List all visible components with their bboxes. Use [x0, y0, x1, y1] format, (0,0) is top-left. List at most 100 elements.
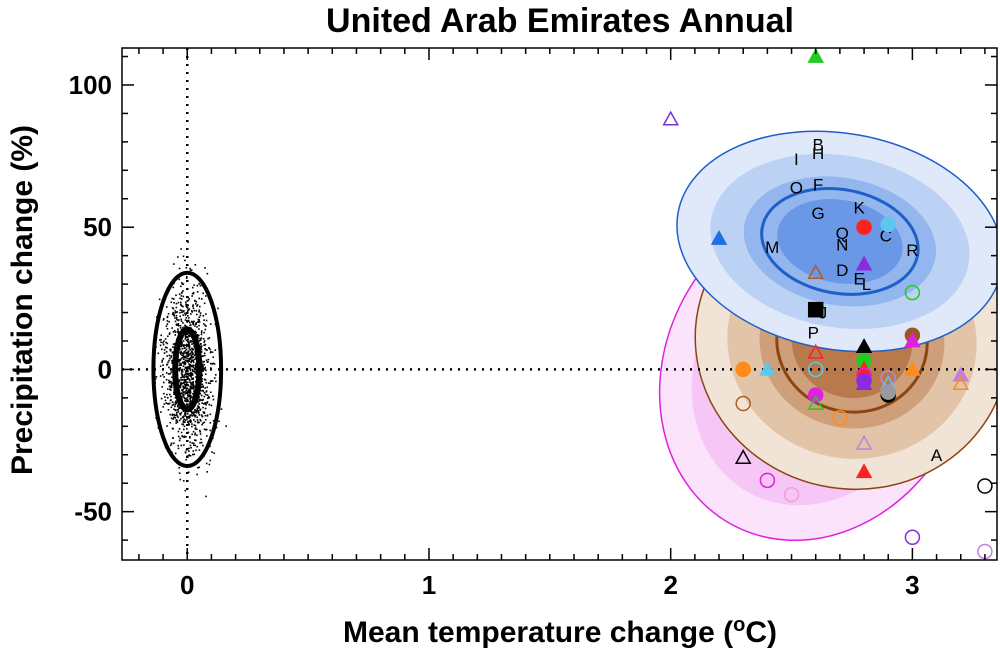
noise-point [170, 386, 173, 389]
model-point-circle [880, 384, 896, 400]
noise-point [196, 407, 198, 410]
noise-point [192, 430, 195, 433]
noise-point [204, 393, 207, 396]
noise-point [210, 404, 213, 407]
noise-point [180, 285, 182, 288]
noise-point [190, 414, 192, 416]
noise-point [157, 352, 160, 355]
noise-point [198, 334, 200, 337]
plot-area [658, 130, 997, 542]
noise-point [198, 466, 201, 469]
noise-point [198, 309, 201, 312]
noise-point [209, 429, 212, 432]
noise-point [206, 386, 208, 389]
noise-point [179, 348, 181, 351]
noise-point [182, 305, 184, 308]
noise-point [194, 364, 197, 366]
noise-point [195, 300, 198, 303]
noise-point [173, 393, 175, 396]
model-point-circle [807, 361, 824, 378]
noise-point [186, 387, 189, 390]
noise-point [203, 360, 205, 363]
noise-point [187, 345, 190, 348]
noise-point [201, 383, 204, 386]
noise-point [194, 424, 197, 427]
noise-point [181, 370, 184, 373]
noise-point [171, 297, 174, 300]
noise-point [214, 349, 217, 351]
noise-point [173, 263, 175, 265]
noise-point [174, 334, 177, 336]
noise-point [167, 409, 170, 411]
noise-point [184, 334, 187, 337]
noise-point [171, 382, 174, 385]
noise-point [170, 301, 173, 304]
noise-point [183, 380, 186, 382]
noise-point [186, 412, 189, 415]
noise-point [204, 267, 206, 269]
noise-point [187, 241, 189, 243]
noise-point [204, 313, 207, 315]
blue-ellipse-outline [676, 130, 997, 353]
noise-point [160, 334, 162, 337]
noise-point [165, 378, 168, 381]
noise-point [190, 376, 193, 378]
noise-point [170, 348, 172, 351]
noise-point [172, 307, 175, 310]
noise-point [180, 411, 183, 414]
noise-point [190, 420, 192, 423]
noise-point [172, 351, 174, 353]
noise-point [185, 449, 188, 451]
noise-point [185, 316, 188, 319]
noise-point [165, 325, 168, 327]
noise-point [160, 397, 163, 400]
plot-frame [121, 47, 998, 561]
noise-point [187, 471, 190, 474]
model-point-triangle [855, 463, 873, 479]
axis-ticks [122, 48, 997, 560]
noise-point [179, 367, 182, 369]
noise-point [192, 418, 195, 421]
noise-point [182, 311, 184, 313]
noise-point [181, 344, 184, 347]
noise-point [189, 269, 192, 271]
noise-point [168, 379, 170, 382]
noise-point [189, 367, 191, 369]
noise-point [214, 374, 217, 376]
noise-point [168, 332, 171, 334]
noise-point [204, 373, 207, 376]
noise-point [203, 391, 206, 394]
blue-ellipse-group [676, 130, 997, 353]
noise-point [187, 395, 189, 398]
noise-point [186, 397, 188, 399]
noise-point [199, 433, 202, 435]
noise-point [203, 428, 206, 431]
noise-point [183, 345, 185, 348]
noise-point [166, 327, 169, 330]
noise-point [179, 478, 182, 481]
noise-point [200, 438, 202, 441]
noise-point [184, 451, 187, 453]
natural-variability-inner-ellipse [172, 326, 203, 413]
noise-point [190, 269, 193, 272]
noise-point [171, 413, 174, 416]
noise-point [200, 441, 203, 444]
noise-point [196, 291, 199, 293]
noise-point [200, 346, 202, 349]
x-axis-tick-labels: 0 1 2 3 [180, 570, 920, 600]
noise-point [193, 390, 195, 393]
noise-point [192, 366, 195, 369]
noise-point [208, 337, 211, 339]
model-letter-label: I [794, 150, 799, 169]
noise-point [193, 371, 196, 373]
noise-point [194, 432, 197, 435]
natural-variability-scatter [151, 241, 227, 498]
noise-point [186, 343, 188, 346]
noise-point [172, 286, 175, 289]
noise-point [202, 366, 204, 369]
noise-point [204, 414, 207, 417]
natural-variability-outer-ellipse [151, 270, 224, 469]
noise-point [182, 376, 185, 378]
noise-point [191, 295, 193, 297]
